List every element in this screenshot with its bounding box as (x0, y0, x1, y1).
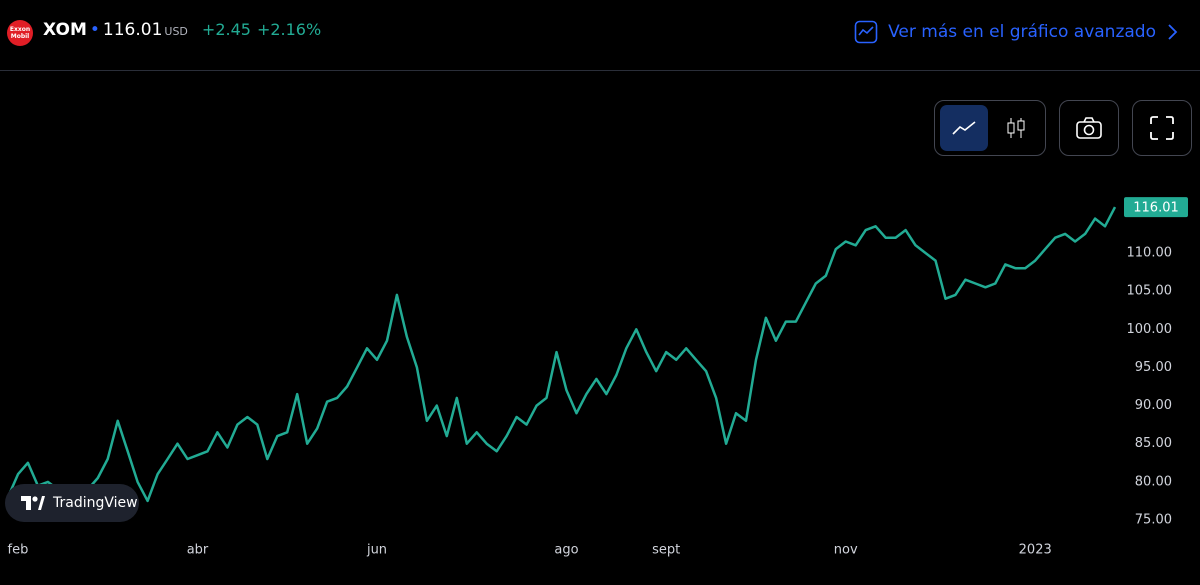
header: Exxon Mobil XOM • 116.01 USD +2.45 +2.16% Ver… (0, 0, 1200, 71)
y-tick-label: 75.00 (1135, 513, 1172, 528)
y-tick-label: 100.00 (1127, 322, 1173, 337)
last-price-tag (1124, 197, 1188, 218)
chart-style-group (934, 100, 1046, 156)
y-tick-label: 95.00 (1135, 360, 1172, 375)
change: +2.45 (201, 20, 251, 39)
price-line (6, 206, 1117, 503)
line-icon (952, 121, 976, 135)
logo: Exxon Mobil (7, 20, 33, 46)
badge-text: TradingView (53, 495, 138, 511)
x-tick-label: sept (652, 543, 680, 558)
last-price-label: 116.01 (1133, 201, 1179, 216)
price: 116.01 (102, 20, 163, 40)
y-tick-label: 80.00 (1135, 474, 1172, 489)
symbol[interactable]: XOM (43, 20, 87, 40)
tv-logo (21, 496, 45, 510)
link-text[interactable]: Ver más en el gráfico avanzado (888, 22, 1156, 42)
fullscreen-button[interactable] (1132, 100, 1192, 156)
tradingview-badge[interactable]: TradingView (5, 484, 139, 522)
advanced-chart-link[interactable]: Ver más en el gráfico avanzado (854, 20, 1178, 44)
currency: USD (164, 25, 188, 38)
y-tick-label: 105.00 (1127, 284, 1173, 299)
fullscreen-icon (1150, 116, 1174, 140)
x-tick-label: 2023 (1019, 543, 1052, 558)
camera-icon (1076, 117, 1102, 139)
x-tick-label: feb (8, 543, 29, 558)
quote: XOM • 116.01 USD +2.45 +2.16% (43, 20, 327, 40)
x-tick-label: abr (187, 543, 209, 558)
candle-icon (1007, 118, 1025, 138)
y-tick-label: 85.00 (1135, 436, 1172, 451)
x-tick-label: jun (366, 543, 387, 558)
link-icon (854, 20, 878, 44)
y-tick-label: 90.00 (1135, 398, 1172, 413)
x-tick-label: ago (554, 543, 578, 558)
screenshot-button[interactable] (1059, 100, 1119, 156)
chevron (1168, 24, 1178, 40)
line-button[interactable] (940, 105, 988, 151)
change-percent: +2.16% (256, 20, 322, 39)
dot: • (89, 20, 100, 40)
y-tick-label: 110.00 (1127, 245, 1173, 260)
candle-button[interactable] (992, 105, 1040, 151)
x-tick-label: nov (834, 543, 858, 558)
